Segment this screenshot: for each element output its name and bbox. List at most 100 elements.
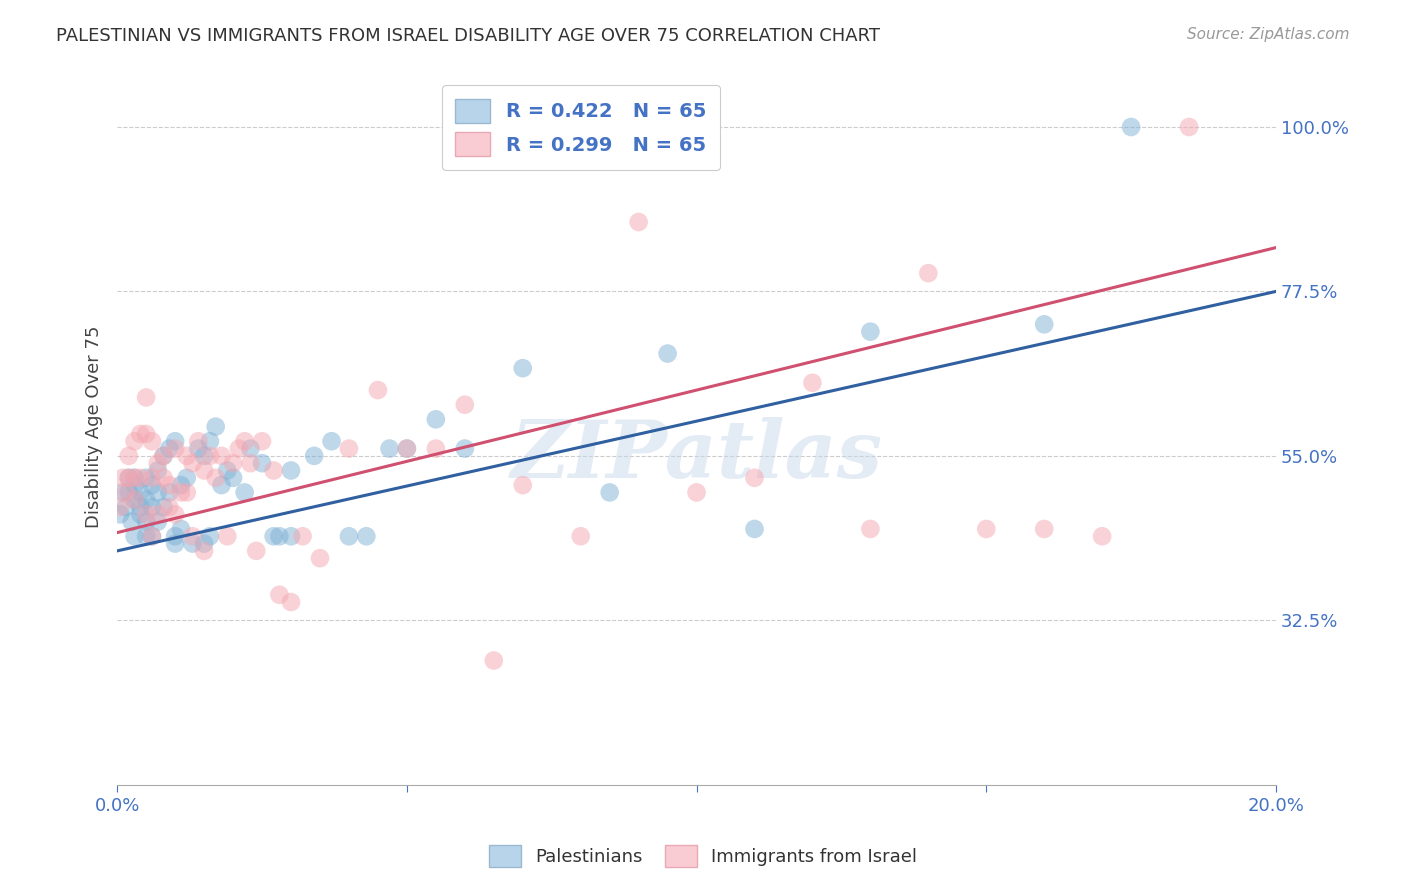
Point [146,508,169,522]
Point [425,412,447,426]
Point [337,529,360,543]
Point [146,515,169,529]
Point [170,478,193,492]
Point [121,515,143,529]
Point [1091,529,1114,543]
Point [157,442,180,456]
Point [141,478,163,492]
Point [859,325,882,339]
Point [599,485,621,500]
Point [512,361,534,376]
Point [165,536,187,550]
Point [627,215,650,229]
Point [170,522,193,536]
Point [193,449,215,463]
Point [157,485,180,500]
Point [367,383,389,397]
Point [170,485,193,500]
Point [135,492,157,507]
Point [217,463,239,477]
Point [118,471,141,485]
Point [135,508,157,522]
Point [141,529,163,543]
Text: PALESTINIAN VS IMMIGRANTS FROM ISRAEL DISABILITY AGE OVER 75 CORRELATION CHART: PALESTINIAN VS IMMIGRANTS FROM ISRAEL DI… [56,27,880,45]
Point [280,463,302,477]
Point [395,442,418,456]
Point [280,595,302,609]
Point [115,485,138,500]
Point [356,529,378,543]
Point [228,442,250,456]
Point [1119,120,1142,134]
Point [141,434,163,449]
Legend: Palestinians, Immigrants from Israel: Palestinians, Immigrants from Israel [481,838,925,874]
Point [118,485,141,500]
Point [181,529,204,543]
Point [193,544,215,558]
Point [135,391,157,405]
Point [657,346,679,360]
Point [141,471,163,485]
Point [118,471,141,485]
Point [395,442,418,456]
Point [111,485,134,500]
Point [129,471,152,485]
Point [181,536,204,550]
Point [245,544,267,558]
Point [204,419,226,434]
Point [378,442,401,456]
Point [187,442,209,456]
Point [198,449,221,463]
Point [309,551,332,566]
Point [233,434,256,449]
Point [165,442,187,456]
Point [187,434,209,449]
Point [269,588,291,602]
Point [152,471,174,485]
Point [141,529,163,543]
Point [152,449,174,463]
Point [135,529,157,543]
Point [512,478,534,492]
Point [917,266,939,280]
Point [146,485,169,500]
Point [321,434,343,449]
Point [165,529,187,543]
Point [181,456,204,470]
Point [801,376,824,390]
Point [108,508,131,522]
Y-axis label: Disability Age Over 75: Disability Age Over 75 [86,326,103,528]
Point [118,449,141,463]
Point [744,471,766,485]
Point [152,500,174,514]
Point [198,529,221,543]
Point [685,485,707,500]
Point [129,500,152,514]
Text: Source: ZipAtlas.com: Source: ZipAtlas.com [1187,27,1350,42]
Point [250,434,273,449]
Point [176,485,198,500]
Point [146,456,169,470]
Point [1033,318,1056,332]
Point [124,492,146,507]
Point [115,500,138,514]
Point [239,456,262,470]
Point [337,442,360,456]
Point [454,442,477,456]
Point [482,653,505,667]
Text: ZIPatlas: ZIPatlas [510,417,883,494]
Point [124,434,146,449]
Point [233,485,256,500]
Point [744,522,766,536]
Point [135,426,157,441]
Point [129,508,152,522]
Point [263,529,285,543]
Point [193,463,215,477]
Point [425,442,447,456]
Point [124,492,146,507]
Point [263,463,285,477]
Point [974,522,997,536]
Point [859,522,882,536]
Point [146,463,169,477]
Point [1178,120,1201,134]
